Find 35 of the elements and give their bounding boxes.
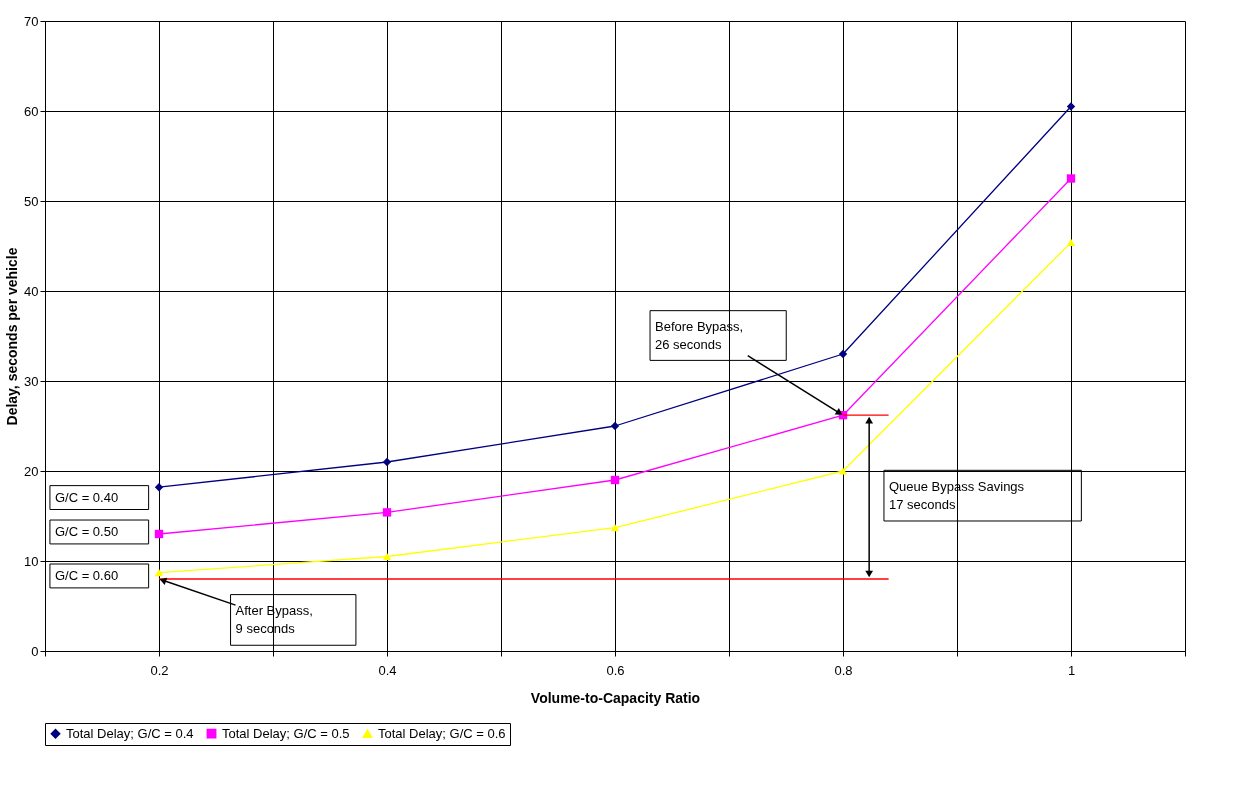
y-tick-label: 60 (24, 103, 39, 119)
point (610, 421, 620, 431)
point (382, 552, 392, 561)
point (1066, 174, 1076, 183)
y-tick-label: 40 (24, 283, 39, 299)
x-tick-label: 0.6 (606, 662, 625, 678)
point (382, 508, 392, 517)
x-tick-label: 0.4 (378, 662, 397, 678)
legend-label: Total Delay; G/C = 0.6 (378, 725, 506, 741)
annotation: G/C = 0.50 (54, 523, 119, 539)
point (610, 524, 620, 532)
point (1066, 238, 1076, 247)
point (838, 349, 848, 359)
y-tick-label: 10 (24, 553, 39, 569)
point (610, 475, 620, 485)
point (382, 457, 392, 467)
annotation: G/C = 0.40 (54, 489, 119, 505)
point (154, 569, 164, 577)
y-tick-label: 70 (24, 13, 39, 29)
y-tick-label: 30 (24, 373, 39, 389)
legend-label: Total Delay; G/C = 0.5 (222, 725, 350, 741)
y-tick-label: 50 (24, 193, 39, 209)
point (154, 483, 164, 492)
y-tick-label: 0 (31, 643, 39, 659)
point (838, 467, 848, 475)
point (154, 529, 164, 539)
y-tick-label: 20 (24, 463, 39, 479)
annotation: G/C = 0.60 (54, 567, 119, 583)
x-axis-title: Volume-to-Capacity Ratio (530, 689, 701, 706)
point (1066, 102, 1076, 111)
legend-label: Total Delay; G/C = 0.4 (66, 725, 194, 741)
y-axis-title: Delay, seconds per vehicle (4, 247, 21, 426)
x-tick-label: 0.8 (834, 662, 853, 678)
x-tick-label: 1 (1067, 662, 1076, 678)
x-tick-label: 0.2 (150, 662, 169, 678)
